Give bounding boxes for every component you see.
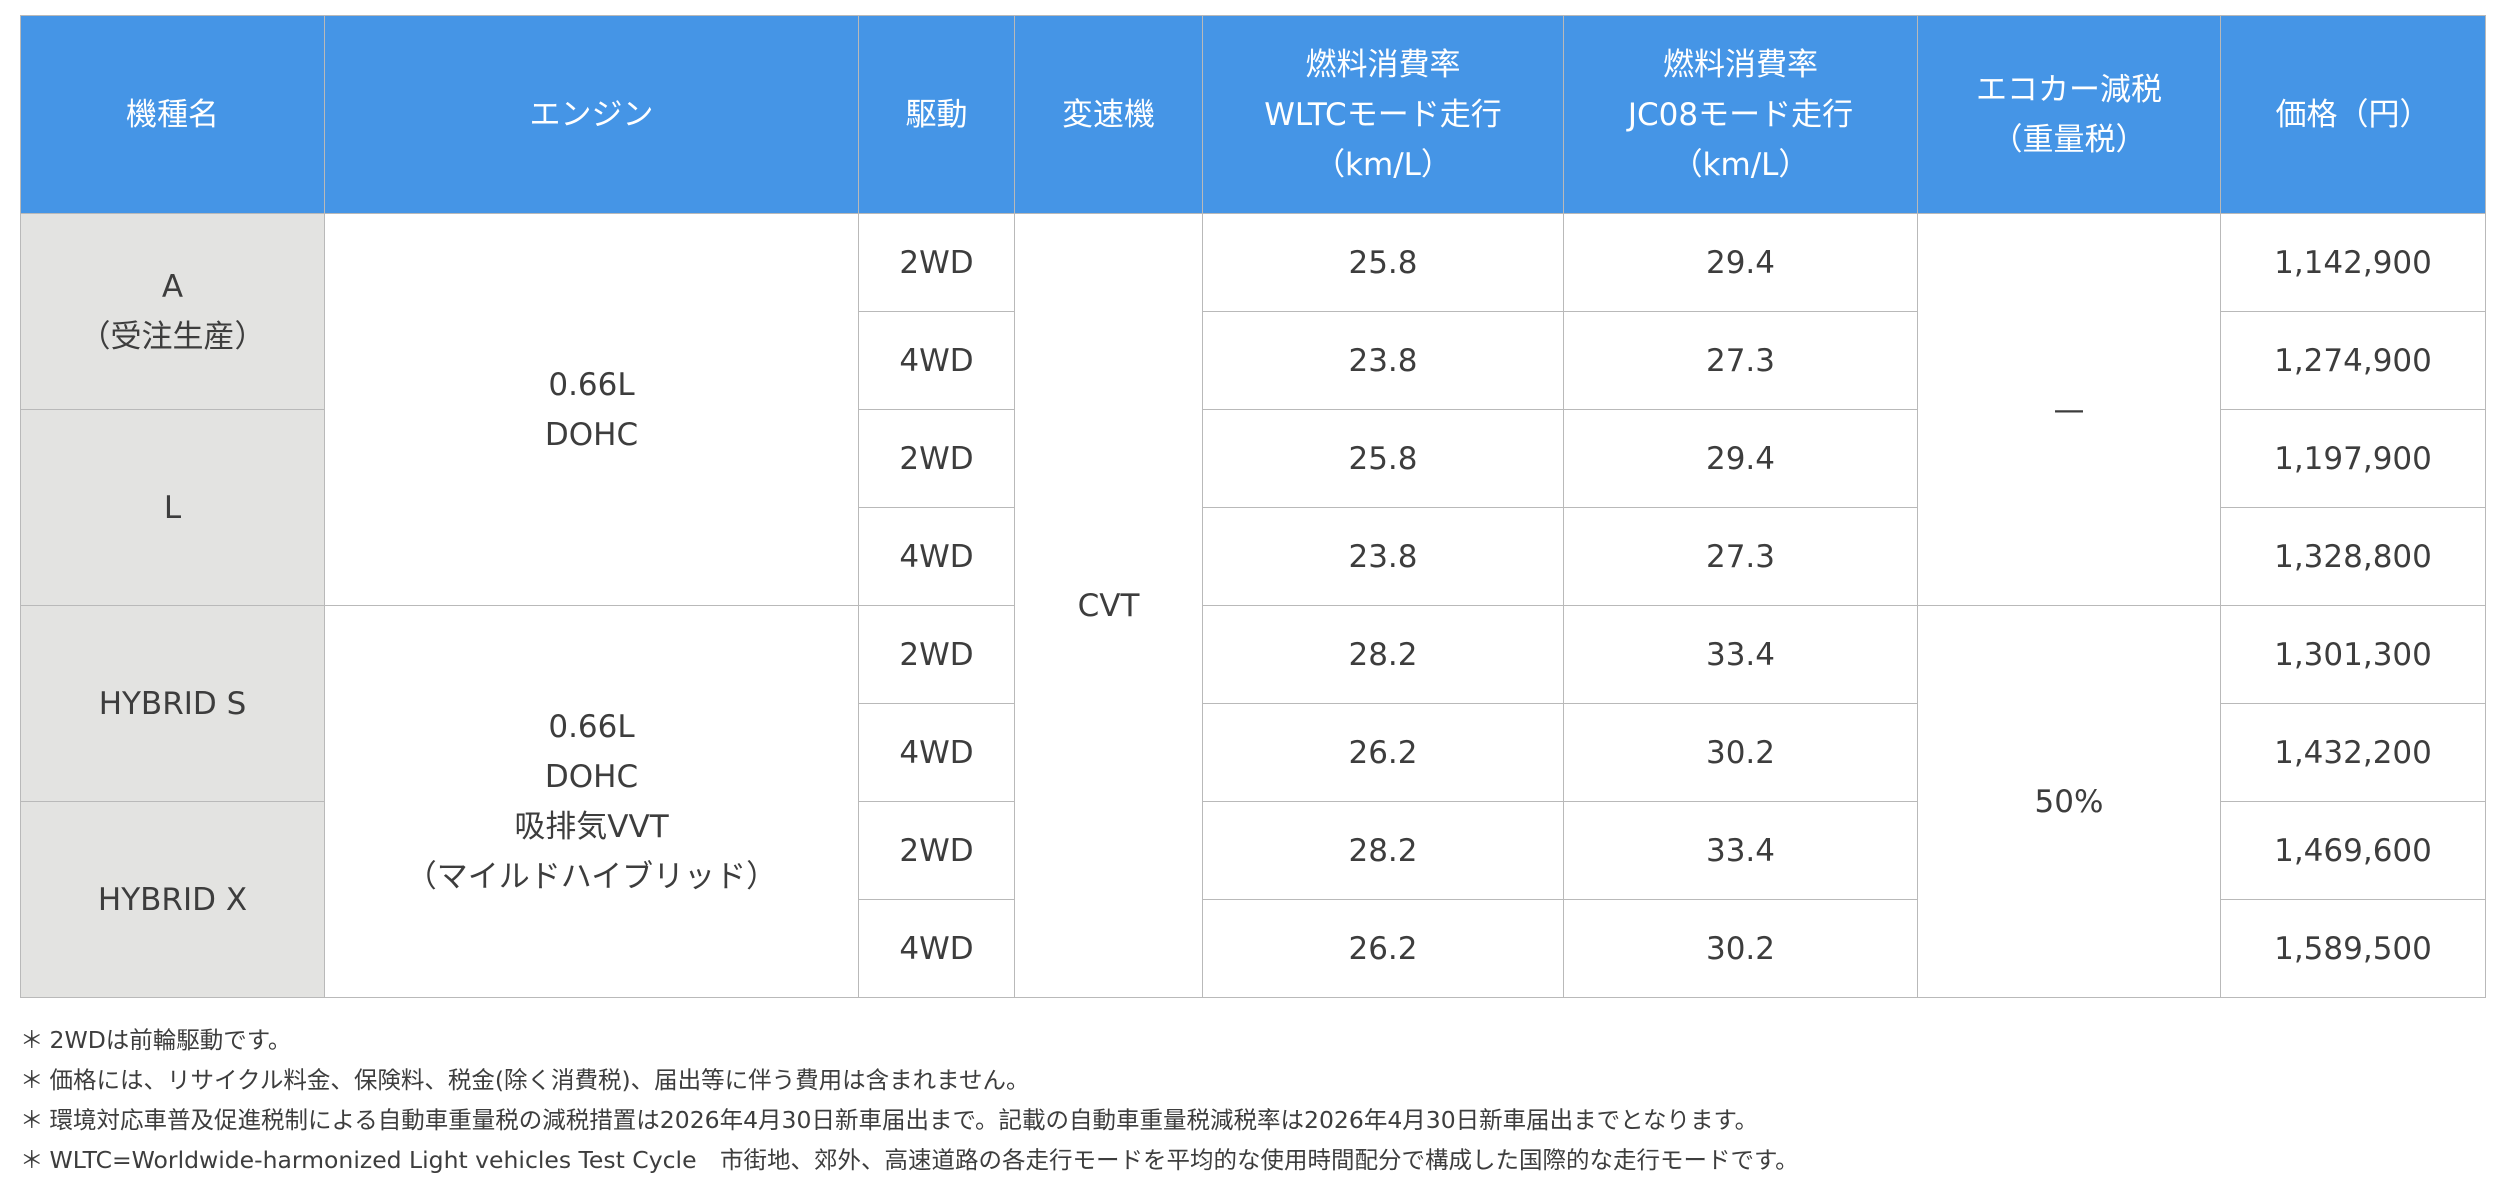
jc08-cell: 33.4 [1563,801,1918,900]
price-cell: 1,197,900 [2220,409,2486,508]
asterisk-icon: ＊ [20,1146,44,1174]
wltc-cell: 28.2 [1202,801,1564,900]
model-cell-l: L [20,409,325,606]
asterisk-icon: ＊ [20,1026,44,1054]
header-jc08: 燃料消費率 JC08モード走行 （km/L） [1563,15,1918,214]
drive-cell: 4WD [858,311,1015,410]
table-header-row: 機種名 エンジン 駆動 変速機 燃料消費率 WLTCモード走行 （km/L） 燃… [20,15,2486,214]
wltc-cell: 26.2 [1202,899,1564,998]
drive-cell: 4WD [858,703,1015,802]
asterisk-icon: ＊ [20,1066,44,1094]
wltc-cell: 23.8 [1202,311,1564,410]
table-row: 4WD 23.8 27.3 1,328,800 [21,507,2486,606]
jc08-cell: 29.4 [1563,409,1918,508]
drive-cell: 2WD [858,213,1015,312]
eco-tax-cell-hybrid: 50% [1917,605,2221,998]
footnote: ＊ WLTC=Worldwide-harmonized Light vehicle… [20,1146,1799,1174]
header-eco-tax: エコカー減税 （重量税） [1917,15,2221,214]
jc08-cell: 30.2 [1563,899,1918,998]
asterisk-icon: ＊ [20,1106,44,1134]
header-transmission: 変速機 [1014,15,1203,214]
table-row: A （受注生産） 0.66L DOHC 2WD CVT 25.8 29.4 — … [20,213,2486,998]
price-cell: 1,328,800 [2220,507,2486,606]
price-cell: 1,432,200 [2220,703,2486,802]
wltc-cell: 25.8 [1202,213,1564,312]
header-price: 価格（円） [2220,15,2486,214]
engine-cell-hybrid: 0.66L DOHC 吸排気VVT （マイルドハイブリッド） [324,605,859,998]
header-engine: エンジン [324,15,859,214]
model-cell-hybrid-x: HYBRID X [20,801,325,998]
wltc-cell: 23.8 [1202,507,1564,606]
spec-table: 機種名 エンジン 駆動 変速機 燃料消費率 WLTCモード走行 （km/L） 燃… [20,15,2486,998]
drive-cell: 2WD [858,409,1015,508]
footnotes: ＊ 2WDは前輪駆動です。 ＊価格には、リサイクル料金、保険料、税金(除く消費税)… [20,1020,1799,1180]
table-row: 4WD 26.2 30.2 1,432,200 [21,703,2486,802]
wltc-cell: 26.2 [1202,703,1564,802]
engine-cell-standard: 0.66L DOHC [324,213,859,606]
jc08-cell: 27.3 [1563,311,1918,410]
footnote: ＊ 2WDは前輪駆動です。 [20,1026,292,1054]
drive-cell: 4WD [858,899,1015,998]
price-cell: 1,274,900 [2220,311,2486,410]
transmission-cell: CVT [1014,213,1203,998]
table-row: L 2WD 25.8 29.4 1,197,900 [20,409,2486,606]
jc08-cell: 27.3 [1563,507,1918,606]
price-cell: 1,469,600 [2220,801,2486,900]
table-row: 4WD 23.8 27.3 1,274,900 [21,311,2486,410]
header-drive: 駆動 [858,15,1015,214]
price-cell: 1,301,300 [2220,605,2486,704]
model-cell-a: A （受注生産） [20,213,325,410]
price-cell: 1,142,900 [2220,213,2486,312]
drive-cell: 2WD [858,605,1015,704]
jc08-cell: 30.2 [1563,703,1918,802]
wltc-cell: 25.8 [1202,409,1564,508]
table-row: HYBRID X 2WD 28.2 33.4 1,469,600 [20,801,2486,998]
table-row: 4WD 26.2 30.2 1,589,500 [21,899,2486,998]
footnote: ＊環境対応車普及促進税制による自動車重量税の減税措置は2026年4月30日新車届… [20,1106,1759,1134]
drive-cell: 4WD [858,507,1015,606]
jc08-cell: 33.4 [1563,605,1918,704]
header-wltc: 燃料消費率 WLTCモード走行 （km/L） [1202,15,1564,214]
header-model: 機種名 [20,15,325,214]
model-cell-hybrid-s: HYBRID S [20,605,325,802]
table-row: HYBRID S 0.66L DOHC 吸排気VVT （マイルドハイブリッド） … [20,605,2486,998]
eco-tax-cell-standard: — [1917,213,2221,606]
jc08-cell: 29.4 [1563,213,1918,312]
price-cell: 1,589,500 [2220,899,2486,998]
drive-cell: 2WD [858,801,1015,900]
wltc-cell: 28.2 [1202,605,1564,704]
footnote: ＊価格には、リサイクル料金、保険料、税金(除く消費税)、届出等に伴う費用は含まれ… [20,1066,1030,1094]
